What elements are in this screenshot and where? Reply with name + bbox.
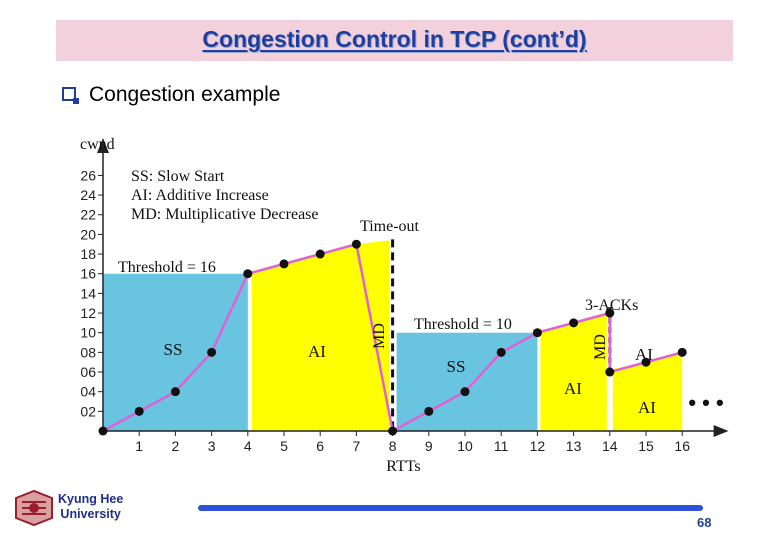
x-tick-label: 9 — [425, 438, 433, 454]
y-tick-label: 04 — [80, 384, 96, 400]
region-label-ai-3: AI — [638, 398, 656, 417]
x-tick-label: 14 — [602, 438, 618, 454]
university-name-line-1: Kyung Hee — [58, 492, 124, 506]
x-tick-label: 7 — [353, 438, 361, 454]
data-point — [388, 426, 398, 436]
x-tick-label: 10 — [457, 438, 473, 454]
legend-line: MD: Multiplicative Decrease — [131, 206, 319, 223]
footer-divider — [198, 505, 703, 511]
data-point — [496, 347, 506, 357]
bullet-heading: Congestion example — [89, 83, 281, 106]
x-tick-label: 4 — [244, 438, 252, 454]
x-tick-label: 3 — [208, 438, 216, 454]
university-logo-icon — [15, 489, 53, 527]
bullet-icon — [62, 87, 79, 104]
data-point — [605, 367, 615, 377]
x-tick-label: 16 — [674, 438, 690, 454]
x-tick-label: 15 — [638, 438, 654, 454]
x-tick-label: 5 — [280, 438, 288, 454]
y-tick-label: 14 — [80, 285, 96, 301]
x-tick-label: 13 — [566, 438, 582, 454]
region-ss-2 — [396, 332, 538, 431]
data-point — [424, 406, 434, 416]
region-ai-3 — [612, 352, 683, 431]
y-tick-label: 06 — [80, 364, 96, 380]
x-tick-label: 12 — [530, 438, 546, 454]
region-ss-1 — [103, 273, 248, 431]
data-point — [134, 406, 144, 416]
title-bar: Congestion Control in TCP (cont’d) — [56, 20, 733, 61]
y-tick-label: 08 — [80, 344, 96, 360]
region-label-ai-2: AI — [564, 379, 582, 398]
threshold-16-label: Threshold = 16 — [118, 259, 216, 276]
data-point — [351, 239, 361, 249]
cwnd-line — [102, 242, 683, 433]
x-tick-label: 2 — [172, 438, 180, 454]
y-tick-label: 20 — [80, 226, 96, 242]
x-tick-label: 6 — [316, 438, 324, 454]
region-label-ss-2: SS — [447, 357, 466, 376]
page-number: 68 — [697, 515, 712, 530]
md-label-1: MD — [371, 323, 388, 349]
three-acks-label: 3-ACKs — [585, 297, 638, 314]
x-tick-label: 1 — [135, 438, 143, 454]
y-tick-label: 12 — [80, 305, 96, 321]
y-tick-label: 02 — [80, 403, 96, 419]
timeout-label: Time-out — [360, 218, 420, 235]
data-point — [170, 387, 180, 397]
threshold-10-label: Threshold = 10 — [414, 316, 512, 333]
region-label-ss-1: SS — [164, 340, 183, 359]
data-point — [279, 259, 289, 269]
y-tick-label: 18 — [80, 246, 96, 262]
university-name-line-2: University — [60, 507, 121, 521]
continuation-ellipsis: • • • — [688, 390, 723, 415]
slide-title: Congestion Control in TCP (cont’d) — [202, 26, 587, 52]
x-tick-label: 8 — [389, 438, 397, 454]
data-point — [207, 347, 217, 357]
data-point — [532, 328, 542, 338]
data-point — [605, 308, 615, 318]
x-axis-label: RTTs — [386, 458, 420, 475]
region-ai-1 — [251, 240, 390, 431]
y-tick-label: 24 — [80, 187, 96, 203]
legend-line: SS: Slow Start — [131, 168, 225, 185]
y-tick-label: 26 — [80, 167, 96, 183]
md-label-2: MD — [592, 334, 609, 360]
data-point — [569, 318, 579, 328]
data-point — [677, 347, 687, 357]
y-tick-label: 10 — [80, 325, 96, 341]
y-tick-label: 22 — [80, 207, 96, 223]
data-point — [641, 357, 651, 367]
legend-line: AI: Additive Increase — [131, 187, 269, 204]
y-axis-label: cwnd — [80, 136, 115, 153]
y-tick-label: 16 — [80, 266, 96, 282]
data-point — [243, 269, 253, 279]
data-point — [460, 387, 470, 397]
university-name: Kyung Hee University — [58, 492, 123, 522]
ai-extra-label: AI — [635, 345, 653, 364]
x-tick-label: 11 — [494, 438, 509, 454]
data-point — [98, 426, 108, 436]
region-ai-2 — [540, 315, 607, 431]
data-point — [315, 249, 325, 259]
region-label-ai-1: AI — [308, 342, 326, 361]
